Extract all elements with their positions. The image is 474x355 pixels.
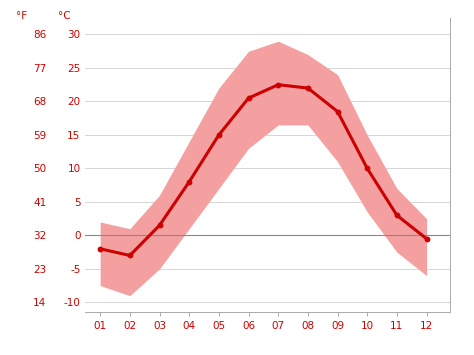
Text: °F: °F [16, 11, 27, 21]
Text: °C: °C [58, 11, 70, 21]
